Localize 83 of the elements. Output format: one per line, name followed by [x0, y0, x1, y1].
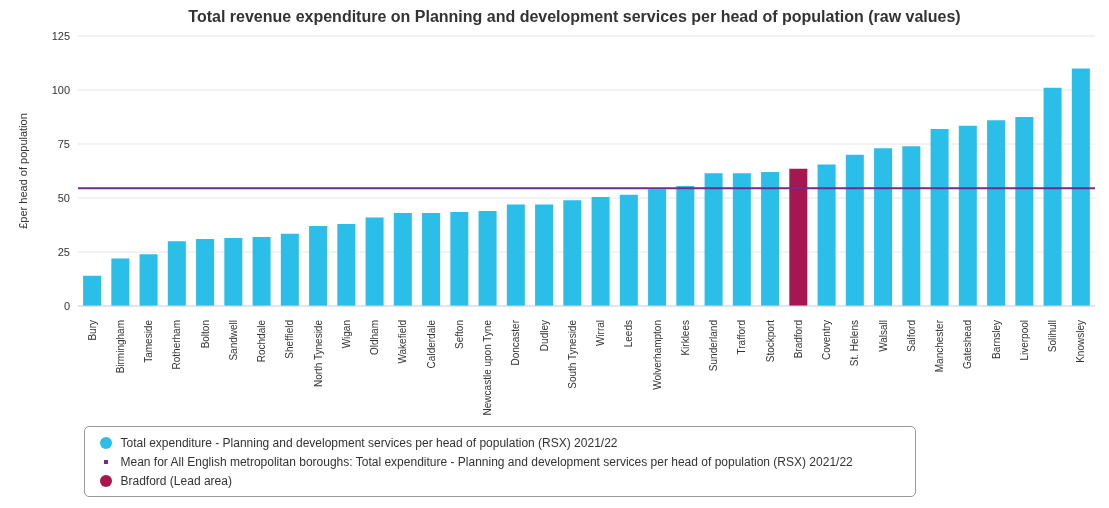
- bar: [1015, 117, 1034, 306]
- bar: [196, 239, 215, 306]
- x-tick-label: Rochdale: [256, 319, 268, 363]
- x-tick-label: Birmingham: [114, 320, 126, 374]
- x-tick-label: St. Helens: [849, 320, 861, 367]
- x-tick-label: Liverpool: [1018, 320, 1030, 361]
- bar: [167, 241, 186, 306]
- x-tick-label: Gateshead: [962, 320, 974, 369]
- legend-label: Total expenditure - Planning and development services per head of population (RSX) 2021/22: [120, 435, 618, 450]
- bar: [309, 226, 328, 306]
- x-tick-label: Newcastle upon Tyne: [482, 319, 494, 416]
- bar: [874, 148, 893, 306]
- x-tick-label: Wolverhampton: [651, 320, 663, 390]
- x-tick-label: Coventry: [821, 320, 833, 361]
- x-tick-label: Oldham: [369, 320, 381, 356]
- x-tick-label: Manchester: [934, 319, 946, 373]
- x-tick-label: Bradford: [792, 320, 804, 359]
- bar: [422, 213, 441, 306]
- x-tick-label: Barnsley: [990, 320, 1002, 359]
- x-tick-label: Kirklees: [679, 320, 691, 356]
- bar: [930, 128, 949, 306]
- x-tick-label: Sheffield: [284, 320, 296, 359]
- bar: [676, 186, 695, 306]
- y-tick-label: 125: [51, 29, 70, 42]
- bar: [252, 236, 271, 306]
- bar: [845, 154, 864, 306]
- x-tick-label: Dudley: [538, 320, 550, 352]
- bar: [337, 223, 356, 306]
- bar: [450, 212, 469, 306]
- y-tick-label: 75: [57, 137, 70, 150]
- bar: [619, 194, 638, 306]
- x-tick-label: Trafford: [736, 320, 748, 355]
- bar: [817, 164, 836, 306]
- x-tick-label: Wirral: [595, 320, 607, 347]
- y-axis-title: £per head of population: [16, 113, 29, 229]
- x-tick-label: Doncaster: [510, 319, 522, 366]
- x-tick-label: Calderdale: [425, 319, 437, 369]
- y-tick-label: 25: [57, 245, 70, 258]
- x-tick-label: Solihull: [1047, 320, 1059, 353]
- y-tick-label: 50: [57, 191, 70, 204]
- bar: [591, 196, 610, 306]
- bar: [563, 200, 582, 306]
- bar: [648, 189, 667, 306]
- bar: [535, 204, 554, 306]
- bar: [1043, 87, 1062, 306]
- x-tick-label: Stockport: [764, 319, 776, 363]
- bar: [704, 173, 723, 306]
- x-tick-label: Bury: [86, 320, 98, 341]
- x-tick-label: South Tyneside: [566, 319, 578, 389]
- chart-title: Total revenue expenditure on Planning and development services per head of population (raw values): [187, 8, 962, 26]
- bar: [111, 258, 130, 306]
- x-tick-label: Rotherham: [171, 320, 183, 370]
- x-tick-label: Wakefield: [397, 320, 409, 364]
- bar: [761, 172, 780, 306]
- bar: [224, 237, 243, 306]
- bar: [393, 213, 412, 306]
- legend-label: Bradford (Lead area): [120, 473, 232, 488]
- bar: [789, 168, 808, 306]
- x-tick-label: Tameside: [143, 319, 155, 363]
- y-tick-label: 100: [51, 83, 70, 96]
- bar: [987, 120, 1006, 306]
- bar: [83, 275, 102, 306]
- x-tick-label: Knowsley: [1075, 320, 1087, 363]
- bar: [958, 125, 977, 306]
- bar: [506, 204, 525, 306]
- legend-label: Mean for All English metropolitan boroughs: Total expenditure - Planning and development services per head of population (RSX) 2021/22: [120, 454, 853, 469]
- x-tick-label: Leeds: [623, 320, 635, 348]
- x-tick-label: Sunderland: [708, 320, 720, 372]
- x-tick-label: Wigan: [340, 320, 352, 349]
- bar: [732, 173, 751, 306]
- x-tick-label: Salford: [905, 320, 917, 352]
- x-tick-label: Bolton: [199, 320, 211, 349]
- x-tick-label: Sefton: [453, 320, 465, 349]
- bar: [478, 210, 497, 306]
- bar: [139, 254, 158, 306]
- bar: [365, 217, 384, 306]
- bar: [1071, 68, 1090, 306]
- x-tick-label: Walsall: [877, 320, 889, 352]
- y-tick-label: 0: [63, 299, 70, 312]
- bar: [280, 233, 299, 306]
- x-tick-label: North Tyneside: [312, 319, 324, 388]
- bar: [902, 146, 921, 306]
- x-tick-label: Sandwell: [227, 320, 239, 361]
